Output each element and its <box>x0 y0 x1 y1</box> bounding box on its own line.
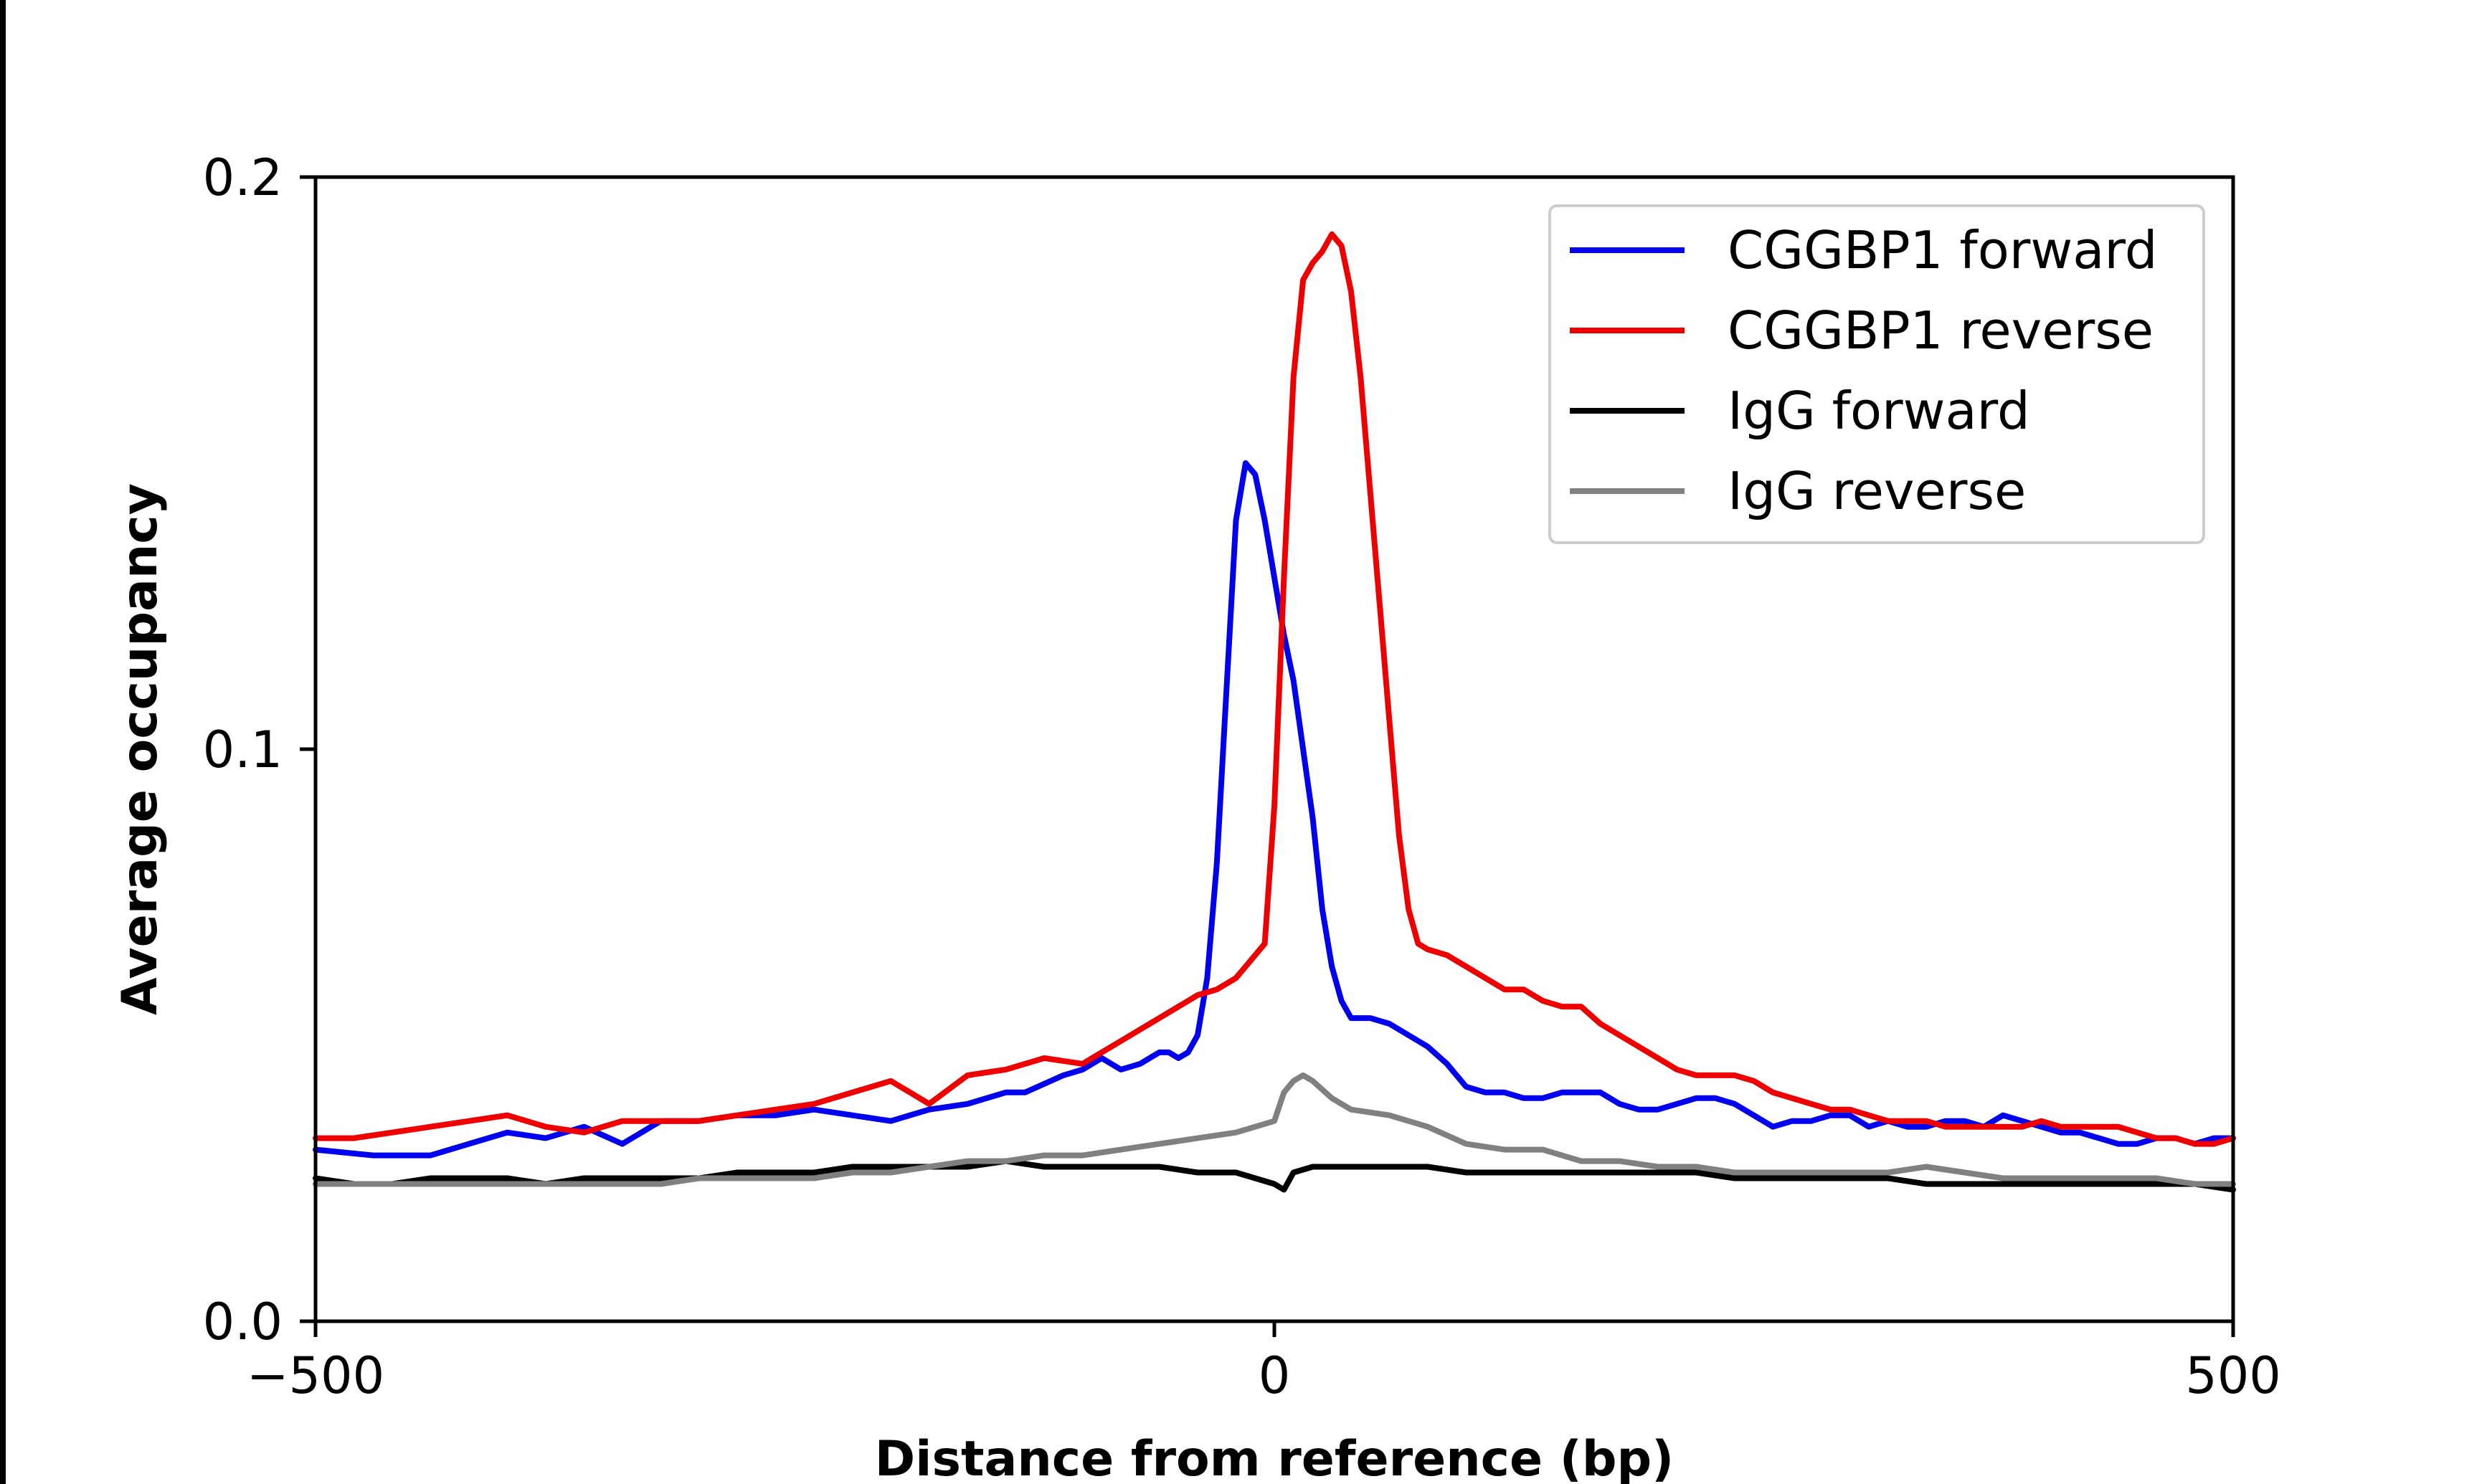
legend-label: IgG forward <box>1728 381 2030 441</box>
series-line-0 <box>313 460 2236 1159</box>
legend-label: IgG reverse <box>1728 461 2026 521</box>
x-tick-label: 500 <box>2185 1346 2281 1405</box>
legend-box <box>1548 204 2205 544</box>
x-axis-title: Distance from reference (bp) <box>875 1431 1674 1484</box>
legend-label: CGGBP1 reverse <box>1728 300 2154 361</box>
y-tick-label: 0.0 <box>203 1293 283 1351</box>
y-tick-label: 0.2 <box>203 148 283 207</box>
x-tick-label: −500 <box>247 1346 384 1405</box>
y-axis-title: Average occupancy <box>112 483 169 1015</box>
series-line-1 <box>313 231 2236 1147</box>
y-tick-label: 0.1 <box>203 720 283 779</box>
series-layer <box>313 231 2236 1193</box>
x-tick-label: 0 <box>1259 1346 1291 1405</box>
series-line-3 <box>313 1072 2236 1187</box>
left-border <box>0 0 6 1484</box>
ticks-layer: −500 0 500 0.0 0.1 0.2 <box>203 148 2281 1405</box>
series-line-2 <box>313 1158 2236 1193</box>
legend-label: CGGBP1 forward <box>1728 220 2157 280</box>
legend: CGGBP1 forward CGGBP1 reverse IgG forward I… <box>1548 204 2205 544</box>
